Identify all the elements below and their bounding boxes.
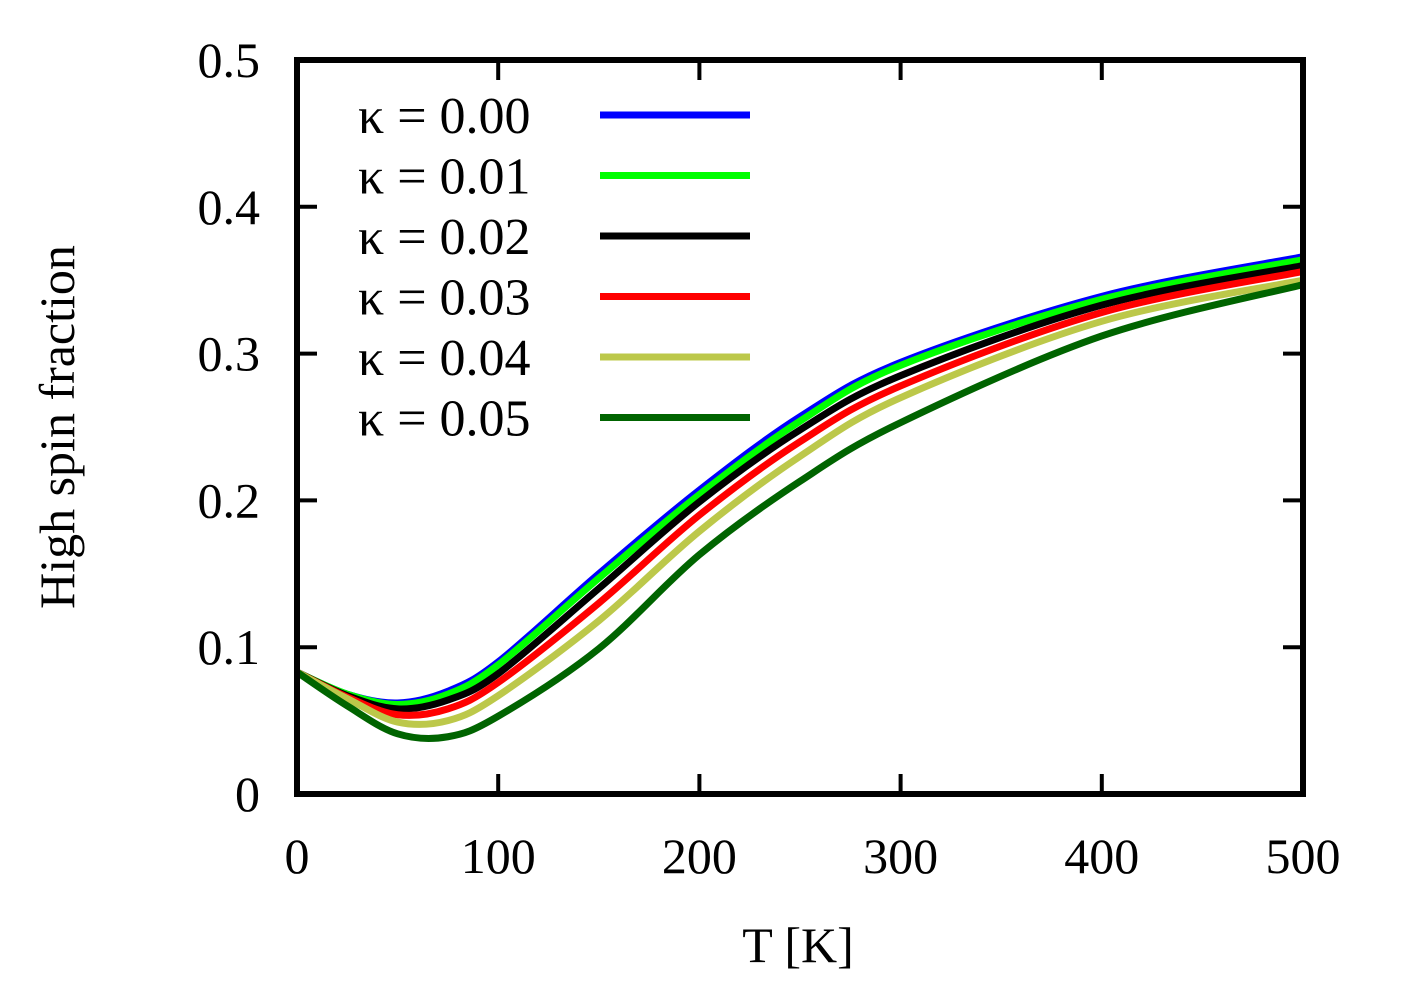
y-tick-label: 0 <box>235 766 260 822</box>
plot-frame <box>294 57 1306 797</box>
legend-label: κ = 0.03 <box>358 270 531 327</box>
x-tick-label: 0 <box>285 828 310 884</box>
legend: κ = 0.00κ = 0.01κ = 0.02κ = 0.03κ = 0.04… <box>358 88 750 448</box>
series-line-4 <box>295 276 1304 728</box>
series-line-3 <box>295 267 1304 719</box>
y-tick-label: 0.3 <box>198 326 261 382</box>
x-tick-label: 100 <box>461 828 536 884</box>
series-line-5 <box>295 281 1304 742</box>
y-tick-label: 0.2 <box>198 472 261 528</box>
y-tick-label: 0.1 <box>198 619 261 675</box>
x-tick-label: 400 <box>1064 828 1139 884</box>
legend-label: κ = 0.02 <box>358 209 531 266</box>
series-line-2 <box>295 262 1304 713</box>
x-tick-label: 500 <box>1266 828 1341 884</box>
x-tick-label: 200 <box>662 828 737 884</box>
y-tick-label: 0.4 <box>198 179 261 235</box>
x-axis-label: T [K] <box>742 917 854 973</box>
ticks-layer: 0 100 200 300 400 500 0 0.1 0.2 0.3 0.4 0.5 <box>198 32 1341 884</box>
series-line-1 <box>295 256 1304 708</box>
x-tick-label: 300 <box>863 828 938 884</box>
legend-label: κ = 0.01 <box>358 149 531 206</box>
legend-label: κ = 0.00 <box>358 88 531 145</box>
legend-label: κ = 0.05 <box>358 391 531 448</box>
legend-label: κ = 0.04 <box>358 330 531 387</box>
y-tick-label: 0.5 <box>198 32 261 88</box>
y-axis-label: High spin fraction <box>29 245 85 609</box>
series-layer <box>295 253 1304 742</box>
